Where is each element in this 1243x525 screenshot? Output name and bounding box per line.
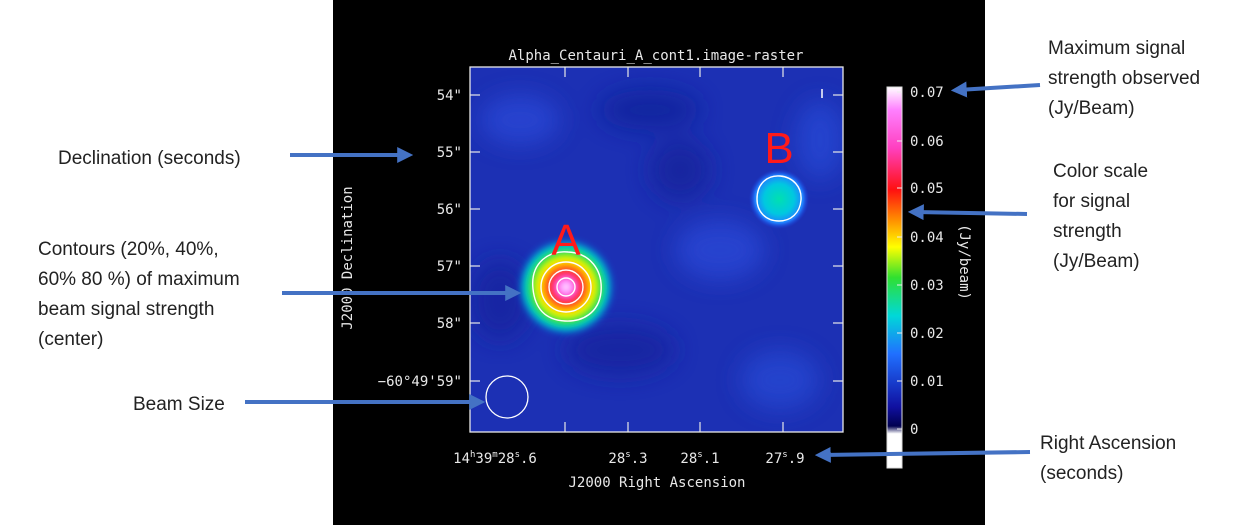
source-label: A xyxy=(551,216,581,265)
annotation-text: Contours (20%, 40%, xyxy=(38,239,219,260)
colorbar-label: (Jy/beam) xyxy=(956,224,972,300)
x-tick-part: 28 xyxy=(680,451,697,467)
annotation-text: (seconds) xyxy=(1040,463,1123,484)
y-tick-label: −60°49'59" xyxy=(378,374,462,390)
x-tick-part: 39 xyxy=(475,451,492,467)
colorbar-tick-label: 0.05 xyxy=(910,181,944,197)
figure: Alpha_Centauri_A_cont1.image-raster J2000… xyxy=(0,0,1243,525)
colorbar-tick-label: 0.04 xyxy=(910,230,944,246)
y-tick-label: 55" xyxy=(437,145,462,161)
annotation: Maximum signal strength observed (Jy/Beam) xyxy=(958,38,1200,119)
colorbar xyxy=(887,87,902,468)
y-tick-label: 54" xyxy=(437,88,462,104)
sky-map xyxy=(470,67,845,432)
x-tick-part: .3 xyxy=(631,451,648,467)
y-tick-label: 58" xyxy=(437,316,462,332)
y-tick-label: 57" xyxy=(437,259,462,275)
colorbar-tick-label: 0.07 xyxy=(910,85,944,101)
colorbar-tick-label: 0.01 xyxy=(910,374,944,390)
x-tick-part: 27 xyxy=(765,451,782,467)
annotation-text: Beam Size xyxy=(133,394,225,415)
annotation-text: strength observed xyxy=(1048,68,1200,89)
annotation-arrow xyxy=(915,212,1027,214)
annotation-text: 60% 80 %) of maximum xyxy=(38,269,240,290)
x-tick-part: .1 xyxy=(703,451,720,467)
x-tick-part: .9 xyxy=(788,451,805,467)
colorbar-tick-label: 0.03 xyxy=(910,278,944,294)
y-tick-label: 56" xyxy=(437,202,462,218)
x-axis-label: J2000 Right Ascension xyxy=(568,475,745,491)
annotation-text: Right Ascension xyxy=(1040,433,1176,454)
colorbar-tick-label: 0 xyxy=(910,422,918,438)
annotation-text: (center) xyxy=(38,329,103,350)
x-tick-part: 28 xyxy=(608,451,625,467)
annotation-text: Maximum signal xyxy=(1048,38,1185,59)
annotation-text: (Jy/Beam) xyxy=(1048,98,1135,119)
source-label: B xyxy=(764,124,793,173)
annotation-text: beam signal strength xyxy=(38,299,214,320)
x-tick-part: 28 xyxy=(498,451,515,467)
annotation-text: strength xyxy=(1053,221,1122,242)
x-tick-part: 14 xyxy=(453,451,470,467)
colorbar-tick-label: 0.02 xyxy=(910,326,944,342)
annotation-text: Declination (seconds) xyxy=(58,148,241,169)
page: { "plot": { "title": "Alpha_Centauri_A_c… xyxy=(0,0,1243,525)
plot-title: Alpha_Centauri_A_cont1.image-raster xyxy=(508,48,803,64)
annotation-text: for signal xyxy=(1053,191,1130,212)
colorbar-tick-label: 0.06 xyxy=(910,134,944,150)
x-tick-part: .6 xyxy=(520,451,537,467)
annotation-text: (Jy/Beam) xyxy=(1053,251,1140,272)
annotation-text: Color scale xyxy=(1053,161,1148,182)
y-axis-label: J2000 Declination xyxy=(340,186,356,329)
